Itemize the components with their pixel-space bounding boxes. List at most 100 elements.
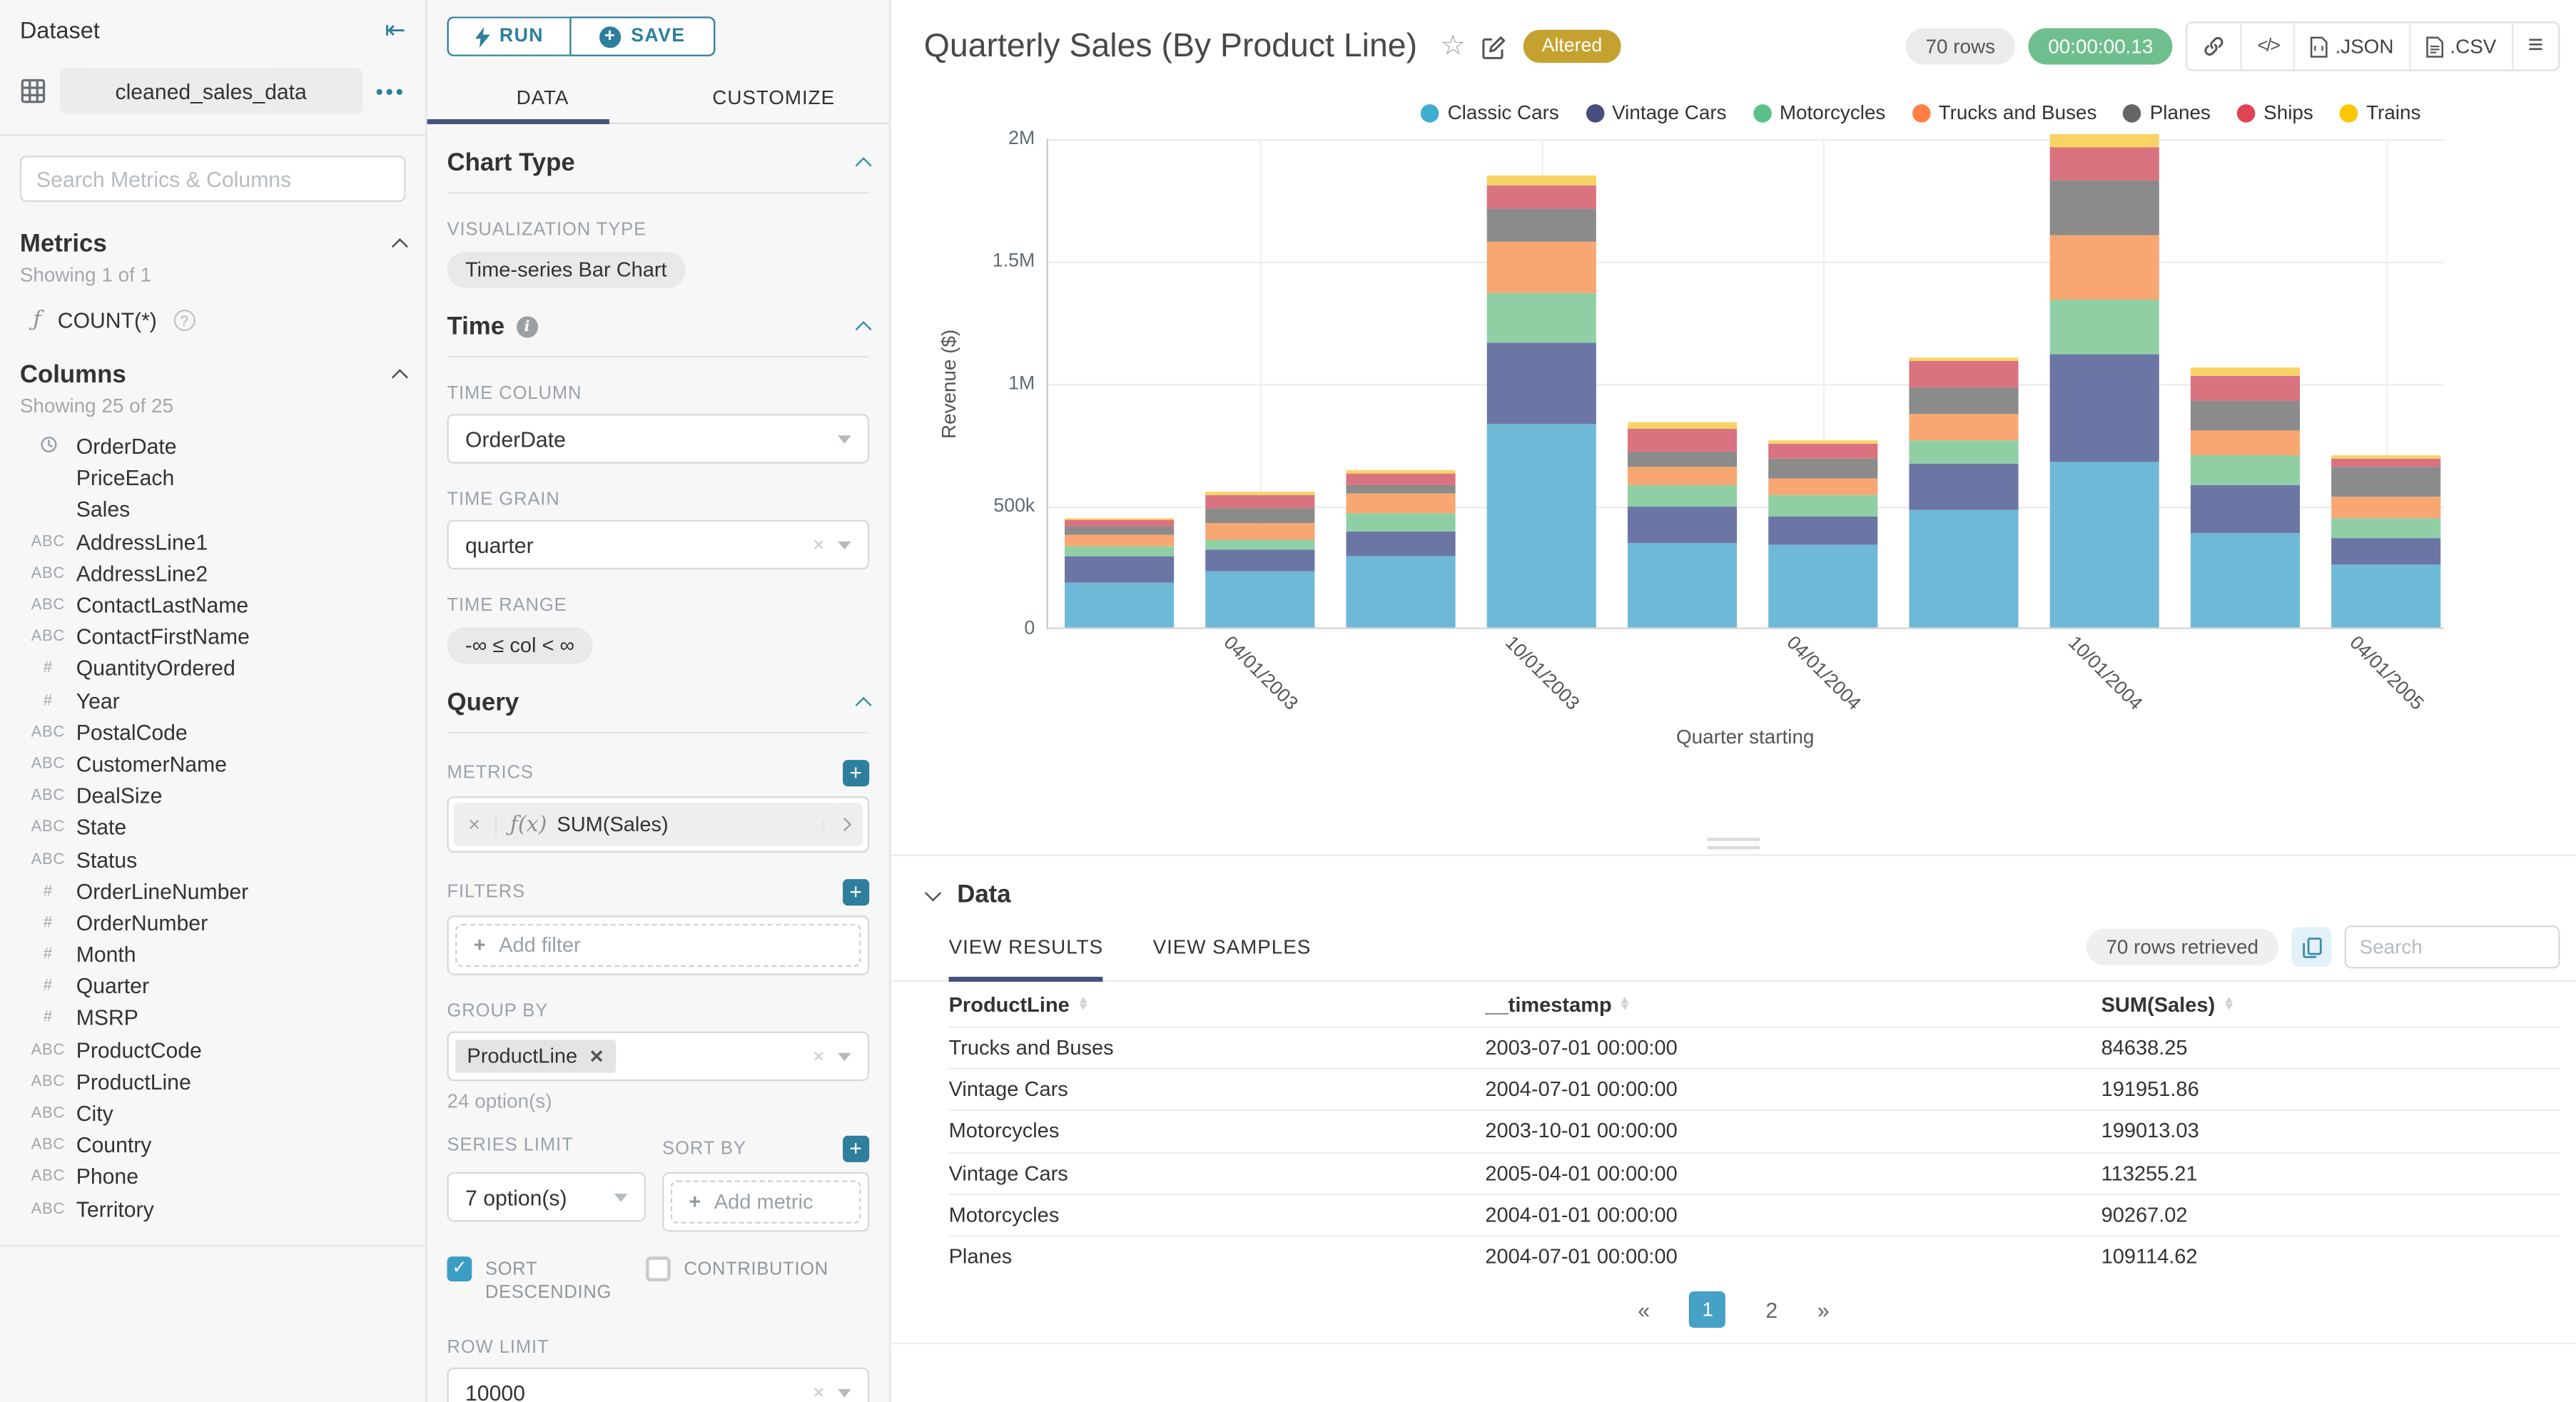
bar-segment-Ships[interactable]: [1768, 444, 1878, 459]
bar-segment-Trains[interactable]: [1205, 491, 1315, 495]
bar-segment-Planes[interactable]: [2190, 400, 2301, 431]
bar-segment-Trains[interactable]: [1346, 469, 1456, 474]
add-sort-metric-dropzone[interactable]: + Add metric: [670, 1180, 861, 1224]
add-filter-dropzone[interactable]: + Add filter: [455, 923, 861, 967]
legend-item-Classic Cars[interactable]: Classic Cars: [1421, 101, 1559, 124]
column-item-ContactLastName[interactable]: ABC ContactLastName: [20, 589, 406, 621]
bar-segment-Motorcycles[interactable]: [2331, 517, 2441, 537]
bar-segment-Motorcycles[interactable]: [2190, 454, 2301, 485]
column-item-City[interactable]: ABC City: [20, 1097, 406, 1129]
results-search-input[interactable]: [2344, 925, 2560, 969]
edit-properties-icon[interactable]: [1482, 34, 1507, 59]
more-options-menu[interactable]: ≡: [2513, 23, 2558, 69]
column-item-Sales[interactable]: Sales: [20, 494, 406, 526]
viz-type-value[interactable]: Time-series Bar Chart: [447, 251, 686, 288]
chevron-down-icon[interactable]: [925, 884, 942, 901]
chevron-right-icon[interactable]: [823, 817, 863, 832]
embed-code-button[interactable]: </>: [2243, 23, 2296, 70]
bar-segment-Vintage Cars[interactable]: [2049, 354, 2159, 462]
metric-pill[interactable]: × ƒ(x) SUM(Sales): [453, 803, 863, 846]
bar-segment-Classic Cars[interactable]: [2331, 564, 2441, 628]
chevron-up-icon[interactable]: [855, 696, 872, 713]
series-limit-select[interactable]: 7 option(s): [447, 1172, 646, 1222]
bar-segment-Motorcycles[interactable]: [2049, 300, 2159, 355]
dataset-name[interactable]: cleaned_sales_data: [59, 68, 362, 115]
pagination-page-2[interactable]: 2: [1765, 1297, 1778, 1323]
bar-segment-Trucks and Buses[interactable]: [1909, 414, 2019, 440]
pagination-prev[interactable]: «: [1638, 1297, 1650, 1323]
search-metrics-columns-input[interactable]: [19, 156, 406, 203]
collapse-panel-icon[interactable]: ⇤: [385, 16, 406, 44]
bar-segment-Planes[interactable]: [1909, 387, 2019, 415]
remove-tag-icon[interactable]: ✕: [589, 1047, 604, 1067]
export-json-button[interactable]: .JSON: [2296, 23, 2410, 70]
bar-segment-Planes[interactable]: [1205, 508, 1315, 524]
time-column-select[interactable]: OrderDate: [447, 414, 870, 464]
add-sort-metric-button[interactable]: +: [843, 1135, 870, 1162]
column-item-Year[interactable]: # Year: [20, 684, 406, 716]
remove-metric-icon[interactable]: ×: [454, 813, 497, 836]
tab-customize[interactable]: CUSTOMIZE: [712, 86, 836, 110]
bar-segment-Classic Cars[interactable]: [1768, 544, 1878, 628]
legend-item-Vintage Cars[interactable]: Vintage Cars: [1585, 101, 1727, 124]
bar-segment-Ships[interactable]: [1065, 520, 1175, 527]
column-item-ProductCode[interactable]: ABC ProductCode: [20, 1034, 406, 1066]
legend-item-Motorcycles[interactable]: Motorcycles: [1753, 101, 1885, 124]
column-item-Phone[interactable]: ABC Phone: [20, 1161, 406, 1193]
bar-segment-Ships[interactable]: [2331, 457, 2441, 467]
pagination-next[interactable]: »: [1817, 1297, 1830, 1323]
time-range-value[interactable]: -∞ ≤ col < ∞: [447, 627, 593, 664]
bar-segment-Planes[interactable]: [1627, 452, 1738, 467]
bar-segment-Trucks and Buses[interactable]: [1205, 523, 1315, 539]
bar-segment-Motorcycles[interactable]: [1486, 293, 1596, 343]
metric-item-count[interactable]: ƒ COUNT(*) ?: [20, 308, 406, 332]
group-by-select[interactable]: ProductLine ✕ ×: [447, 1031, 870, 1082]
column-item-State[interactable]: ABC State: [20, 812, 406, 844]
column-item-QuantityOrdered[interactable]: # QuantityOrdered: [20, 653, 406, 685]
bar-segment-Vintage Cars[interactable]: [1065, 556, 1175, 582]
clear-icon[interactable]: ×: [813, 533, 825, 557]
bar-segment-Trains[interactable]: [2331, 455, 2441, 458]
run-button[interactable]: RUN: [447, 16, 570, 56]
legend-item-Planes[interactable]: Planes: [2123, 101, 2211, 124]
column-item-ContactFirstName[interactable]: ABC ContactFirstName: [20, 621, 406, 653]
bar-segment-Trains[interactable]: [2190, 367, 2301, 376]
column-item-Status[interactable]: ABC Status: [20, 843, 406, 875]
help-icon[interactable]: ?: [173, 309, 196, 332]
legend-item-Trucks and Buses[interactable]: Trucks and Buses: [1912, 101, 2096, 124]
add-metric-button[interactable]: +: [843, 760, 870, 787]
bar-segment-Ships[interactable]: [1627, 429, 1738, 452]
column-item-OrderNumber[interactable]: # OrderNumber: [20, 907, 406, 939]
bar-segment-Classic Cars[interactable]: [1627, 542, 1738, 628]
bar-segment-Classic Cars[interactable]: [1065, 581, 1175, 628]
bar-segment-Planes[interactable]: [1346, 485, 1456, 494]
dataset-more-menu[interactable]: •••: [375, 78, 406, 104]
contribution-checkbox[interactable]: [645, 1256, 671, 1281]
export-csv-button[interactable]: .CSV: [2410, 23, 2513, 70]
clear-icon[interactable]: ×: [813, 1045, 825, 1068]
bar-segment-Motorcycles[interactable]: [1627, 484, 1738, 507]
bar-segment-Trucks and Buses[interactable]: [1627, 467, 1738, 485]
sort-header-__timestamp[interactable]: __timestamp ▲ ▼: [1485, 992, 2101, 1015]
time-grain-select[interactable]: quarter ×: [447, 519, 870, 570]
bar-segment-Motorcycles[interactable]: [1909, 440, 2019, 463]
row-limit-select[interactable]: 10000 ×: [447, 1367, 870, 1402]
bar-segment-Trucks and Buses[interactable]: [2049, 235, 2159, 300]
column-item-OrderDate[interactable]: OrderDate: [20, 430, 406, 462]
chevron-up-icon[interactable]: [391, 369, 408, 386]
tab-view-results[interactable]: VIEW RESULTS: [948, 935, 1104, 982]
bar-segment-Vintage Cars[interactable]: [1346, 532, 1456, 557]
tab-data[interactable]: DATA: [516, 86, 569, 110]
bar-segment-Motorcycles[interactable]: [1768, 495, 1878, 517]
bar-segment-Vintage Cars[interactable]: [2190, 484, 2301, 534]
bar-segment-Trains[interactable]: [1909, 357, 2019, 362]
bar-segment-Ships[interactable]: [1205, 494, 1315, 509]
copy-data-button[interactable]: [2291, 927, 2332, 967]
column-item-Country[interactable]: ABC Country: [20, 1129, 406, 1162]
bar-segment-Motorcycles[interactable]: [1346, 514, 1456, 532]
clear-icon[interactable]: ×: [813, 1381, 825, 1402]
bar-segment-Ships[interactable]: [1909, 361, 2019, 388]
bar-segment-Planes[interactable]: [1486, 208, 1596, 241]
pagination-page-1[interactable]: 1: [1689, 1291, 1726, 1329]
bar-segment-Classic Cars[interactable]: [1486, 423, 1596, 628]
